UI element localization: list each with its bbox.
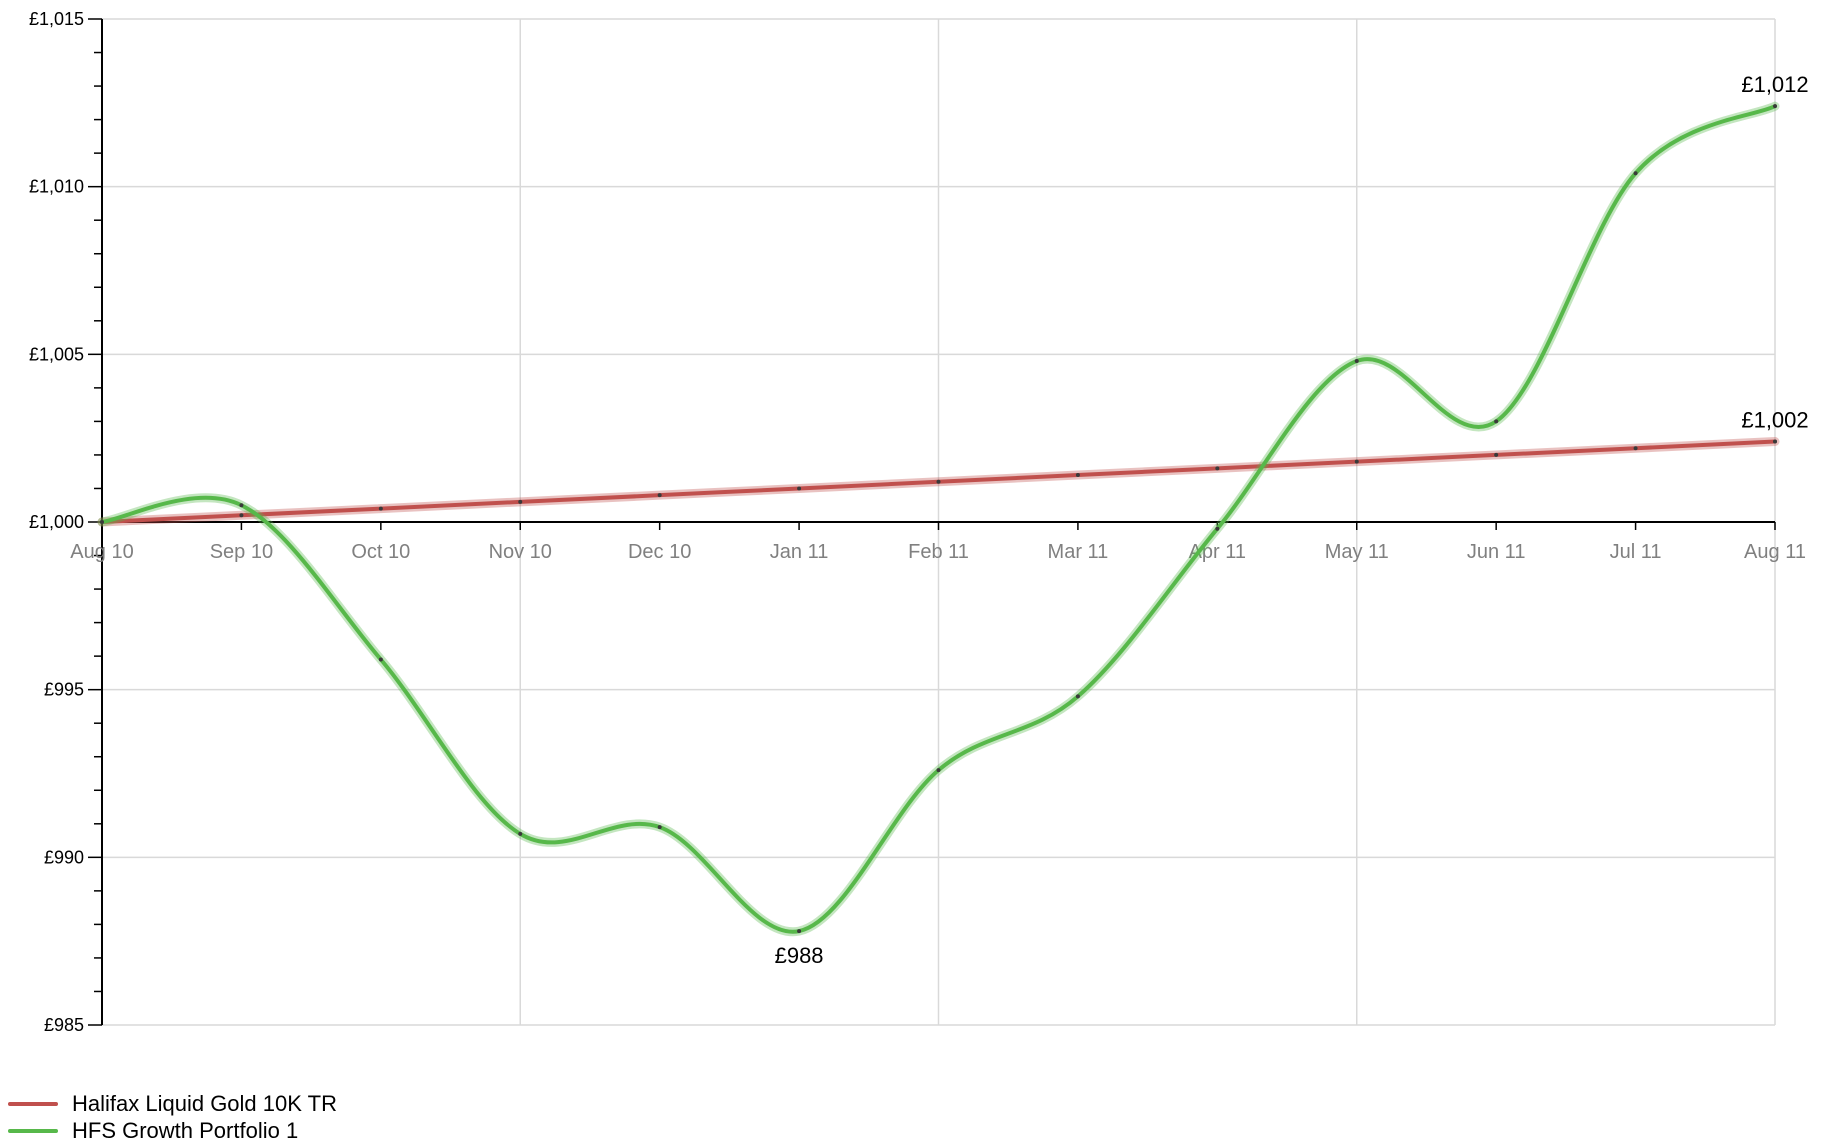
data-point-hfs [1215,526,1220,531]
data-label: £988 [775,943,824,968]
x-tick-label: Nov 10 [489,541,552,563]
x-tick-label: Aug 11 [1744,541,1806,563]
line-chart: £985 £990 £995 £1,000 £1,005 £1,010 £1,015 Aug … [29,9,1809,1035]
x-tick-label: Feb 11 [908,541,969,563]
data-point-halifax [1633,446,1638,451]
y-tick-label: £995 [44,680,84,700]
data-point-halifax [1075,473,1080,478]
data-point-halifax [657,493,662,498]
data-point-halifax [1354,459,1359,464]
x-tick-label: Dec 10 [628,541,691,563]
data-point-hfs [797,929,802,934]
legend-item-halifax[interactable]: Halifax Liquid Gold 10K TR [8,1090,337,1117]
y-tick-label: £1,005 [29,344,84,364]
data-point-hfs [518,831,523,836]
data-point-halifax [518,499,523,504]
data-point-hfs [936,768,941,773]
data-point-hfs [657,825,662,830]
data-point-hfs [1494,419,1499,424]
legend-label-hfs: HFS Growth Portfolio 1 [72,1117,299,1143]
data-point-hfs [1633,171,1638,176]
x-tick-label: Sep 10 [210,541,273,563]
y-tick-label: £1,010 [29,177,84,197]
data-label: £1,012 [1741,72,1808,97]
x-tick-label: Jul 11 [1610,541,1662,563]
data-point-hfs [1773,104,1777,109]
legend-label-halifax: Halifax Liquid Gold 10K TR [72,1090,337,1116]
data-point-halifax [1773,439,1777,444]
y-tick-label: £985 [44,1015,84,1035]
data-point-halifax [1494,452,1499,457]
data-point-halifax [239,513,244,518]
data-point-hfs [239,503,244,508]
x-tick-label: Jan 11 [770,541,829,563]
y-tick-label: £990 [44,847,84,867]
legend-item-hfs[interactable]: HFS Growth Portfolio 1 [8,1117,337,1144]
data-point-halifax [936,479,941,484]
legend-swatch-hfs [8,1128,58,1133]
x-tick-label: Jun 11 [1467,541,1526,563]
legend-swatch-halifax [8,1101,58,1106]
x-tick-label: Mar 11 [1048,541,1109,563]
data-point-hfs [378,657,383,662]
legend: Halifax Liquid Gold 10K TR HFS Growth Po… [8,1090,337,1144]
data-point-halifax [1215,466,1220,471]
data-point-hfs [1075,694,1080,699]
x-tick-label: May 11 [1325,541,1389,563]
data-point-hfs [1354,359,1359,364]
data-point-halifax [797,486,802,491]
data-label: £1,002 [1741,408,1808,433]
x-tick-label: Oct 10 [351,541,410,563]
data-point-hfs [100,520,104,524]
y-tick-label: £1,000 [29,512,84,532]
y-tick-label: £1,015 [29,9,84,29]
x-tick-label: Aug 10 [70,541,133,563]
data-point-halifax [378,506,383,511]
